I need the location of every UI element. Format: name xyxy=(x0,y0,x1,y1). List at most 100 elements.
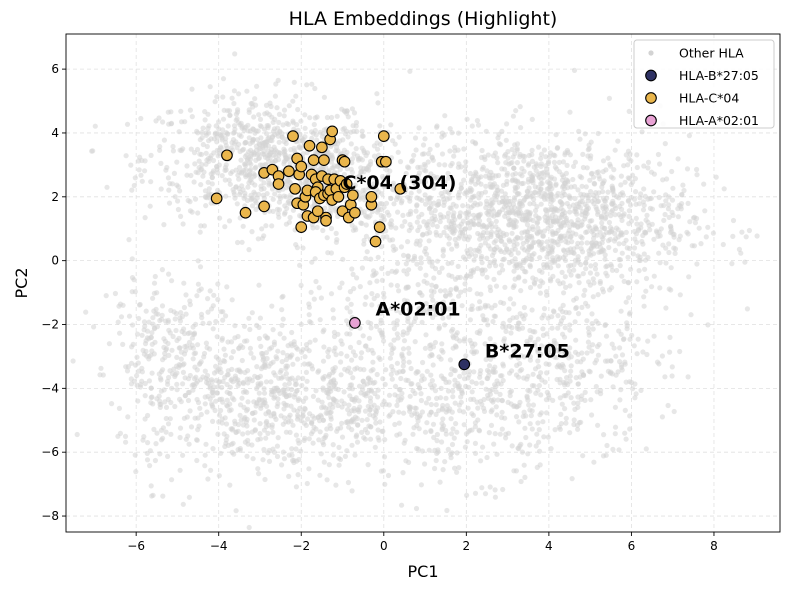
other-hla-point xyxy=(532,342,538,348)
other-hla-point xyxy=(189,86,195,92)
other-hla-point xyxy=(450,298,456,304)
point-hla-c-04 xyxy=(295,221,308,233)
other-hla-point xyxy=(738,250,744,256)
other-hla-point xyxy=(562,257,569,263)
other-hla-point xyxy=(194,437,200,443)
other-hla-point xyxy=(129,256,135,262)
other-hla-point xyxy=(293,381,299,387)
other-hla-point xyxy=(134,331,141,337)
other-hla-point xyxy=(462,168,468,174)
other-hla-point xyxy=(685,374,691,380)
other-hla-point xyxy=(527,337,533,343)
other-hla-point xyxy=(359,417,365,423)
other-hla-point xyxy=(634,239,640,245)
other-hla-point xyxy=(544,292,550,298)
other-hla-point xyxy=(188,146,194,152)
other-hla-point xyxy=(504,246,510,252)
y-tick-label: −4 xyxy=(41,381,59,395)
other-hla-point xyxy=(361,435,367,441)
other-hla-point xyxy=(450,213,456,219)
other-hla-point xyxy=(346,365,352,371)
other-hla-point xyxy=(70,358,76,364)
other-hla-point xyxy=(220,94,226,100)
other-hla-point xyxy=(148,394,154,401)
other-hla-point xyxy=(277,193,283,199)
other-hla-point xyxy=(420,142,427,148)
other-hla-point xyxy=(424,368,430,374)
other-hla-point xyxy=(463,383,469,389)
other-hla-point xyxy=(339,106,345,112)
other-hla-point xyxy=(468,179,474,185)
other-hla-point xyxy=(222,443,228,450)
other-hla-point xyxy=(361,197,368,203)
other-hla-point xyxy=(103,293,109,299)
other-hla-point xyxy=(640,241,646,247)
other-hla-point xyxy=(586,223,592,229)
other-hla-point xyxy=(332,345,338,351)
other-hla-point xyxy=(594,194,600,200)
other-hla-point xyxy=(354,128,360,135)
other-hla-point xyxy=(437,479,443,485)
other-hla-point xyxy=(684,166,691,172)
other-hla-point xyxy=(202,401,208,407)
other-hla-point xyxy=(182,375,188,381)
other-hla-point xyxy=(609,341,615,347)
other-hla-point xyxy=(285,386,291,392)
other-hla-point xyxy=(394,283,400,289)
other-hla-point xyxy=(535,215,541,221)
other-hla-point xyxy=(248,166,254,173)
other-hla-point xyxy=(487,336,493,342)
other-hla-point xyxy=(396,288,402,294)
other-hla-point xyxy=(300,245,306,251)
other-hla-point xyxy=(478,458,484,464)
other-hla-point xyxy=(521,304,528,311)
other-hla-point xyxy=(285,376,291,382)
other-hla-point xyxy=(293,432,299,438)
other-hla-point xyxy=(382,481,388,487)
point-hla-c-04 xyxy=(258,200,270,213)
other-hla-point xyxy=(538,370,544,376)
other-hla-point xyxy=(617,257,624,263)
other-hla-point xyxy=(263,350,269,356)
other-hla-point xyxy=(433,402,439,408)
other-hla-point xyxy=(632,176,639,182)
other-hla-point xyxy=(584,192,590,198)
other-hla-point xyxy=(479,485,485,491)
other-hla-point xyxy=(744,306,751,312)
other-hla-point xyxy=(431,275,437,281)
other-hla-point xyxy=(553,181,559,187)
other-hla-point xyxy=(388,195,394,201)
other-hla-point xyxy=(445,388,451,394)
other-hla-point xyxy=(399,390,405,396)
other-hla-point xyxy=(619,200,625,206)
other-hla-point xyxy=(566,204,573,210)
other-hla-point xyxy=(432,447,438,453)
other-hla-point xyxy=(428,171,434,177)
other-hla-point xyxy=(526,185,532,191)
other-hla-point xyxy=(638,191,644,197)
other-hla-point xyxy=(482,240,488,246)
other-hla-point xyxy=(511,348,517,354)
other-hla-point xyxy=(349,386,356,392)
other-hla-point xyxy=(289,446,295,452)
other-hla-point xyxy=(388,282,394,288)
other-hla-point xyxy=(524,394,530,401)
other-hla-point xyxy=(516,191,522,197)
other-hla-point xyxy=(607,236,613,242)
other-hla-point xyxy=(365,214,372,220)
other-hla-point xyxy=(372,379,378,385)
other-hla-point xyxy=(166,121,172,127)
other-hla-point xyxy=(363,294,369,300)
other-hla-point xyxy=(293,484,299,490)
other-hla-point xyxy=(148,334,154,341)
other-hla-point xyxy=(220,127,226,133)
other-hla-point xyxy=(557,380,563,386)
other-hla-point xyxy=(302,125,308,131)
other-hla-point xyxy=(262,476,268,483)
other-hla-point xyxy=(514,325,521,331)
other-hla-point xyxy=(440,193,446,199)
other-hla-point xyxy=(440,214,446,220)
other-hla-point xyxy=(237,412,243,418)
other-hla-point xyxy=(527,388,533,394)
other-hla-point xyxy=(580,249,586,255)
